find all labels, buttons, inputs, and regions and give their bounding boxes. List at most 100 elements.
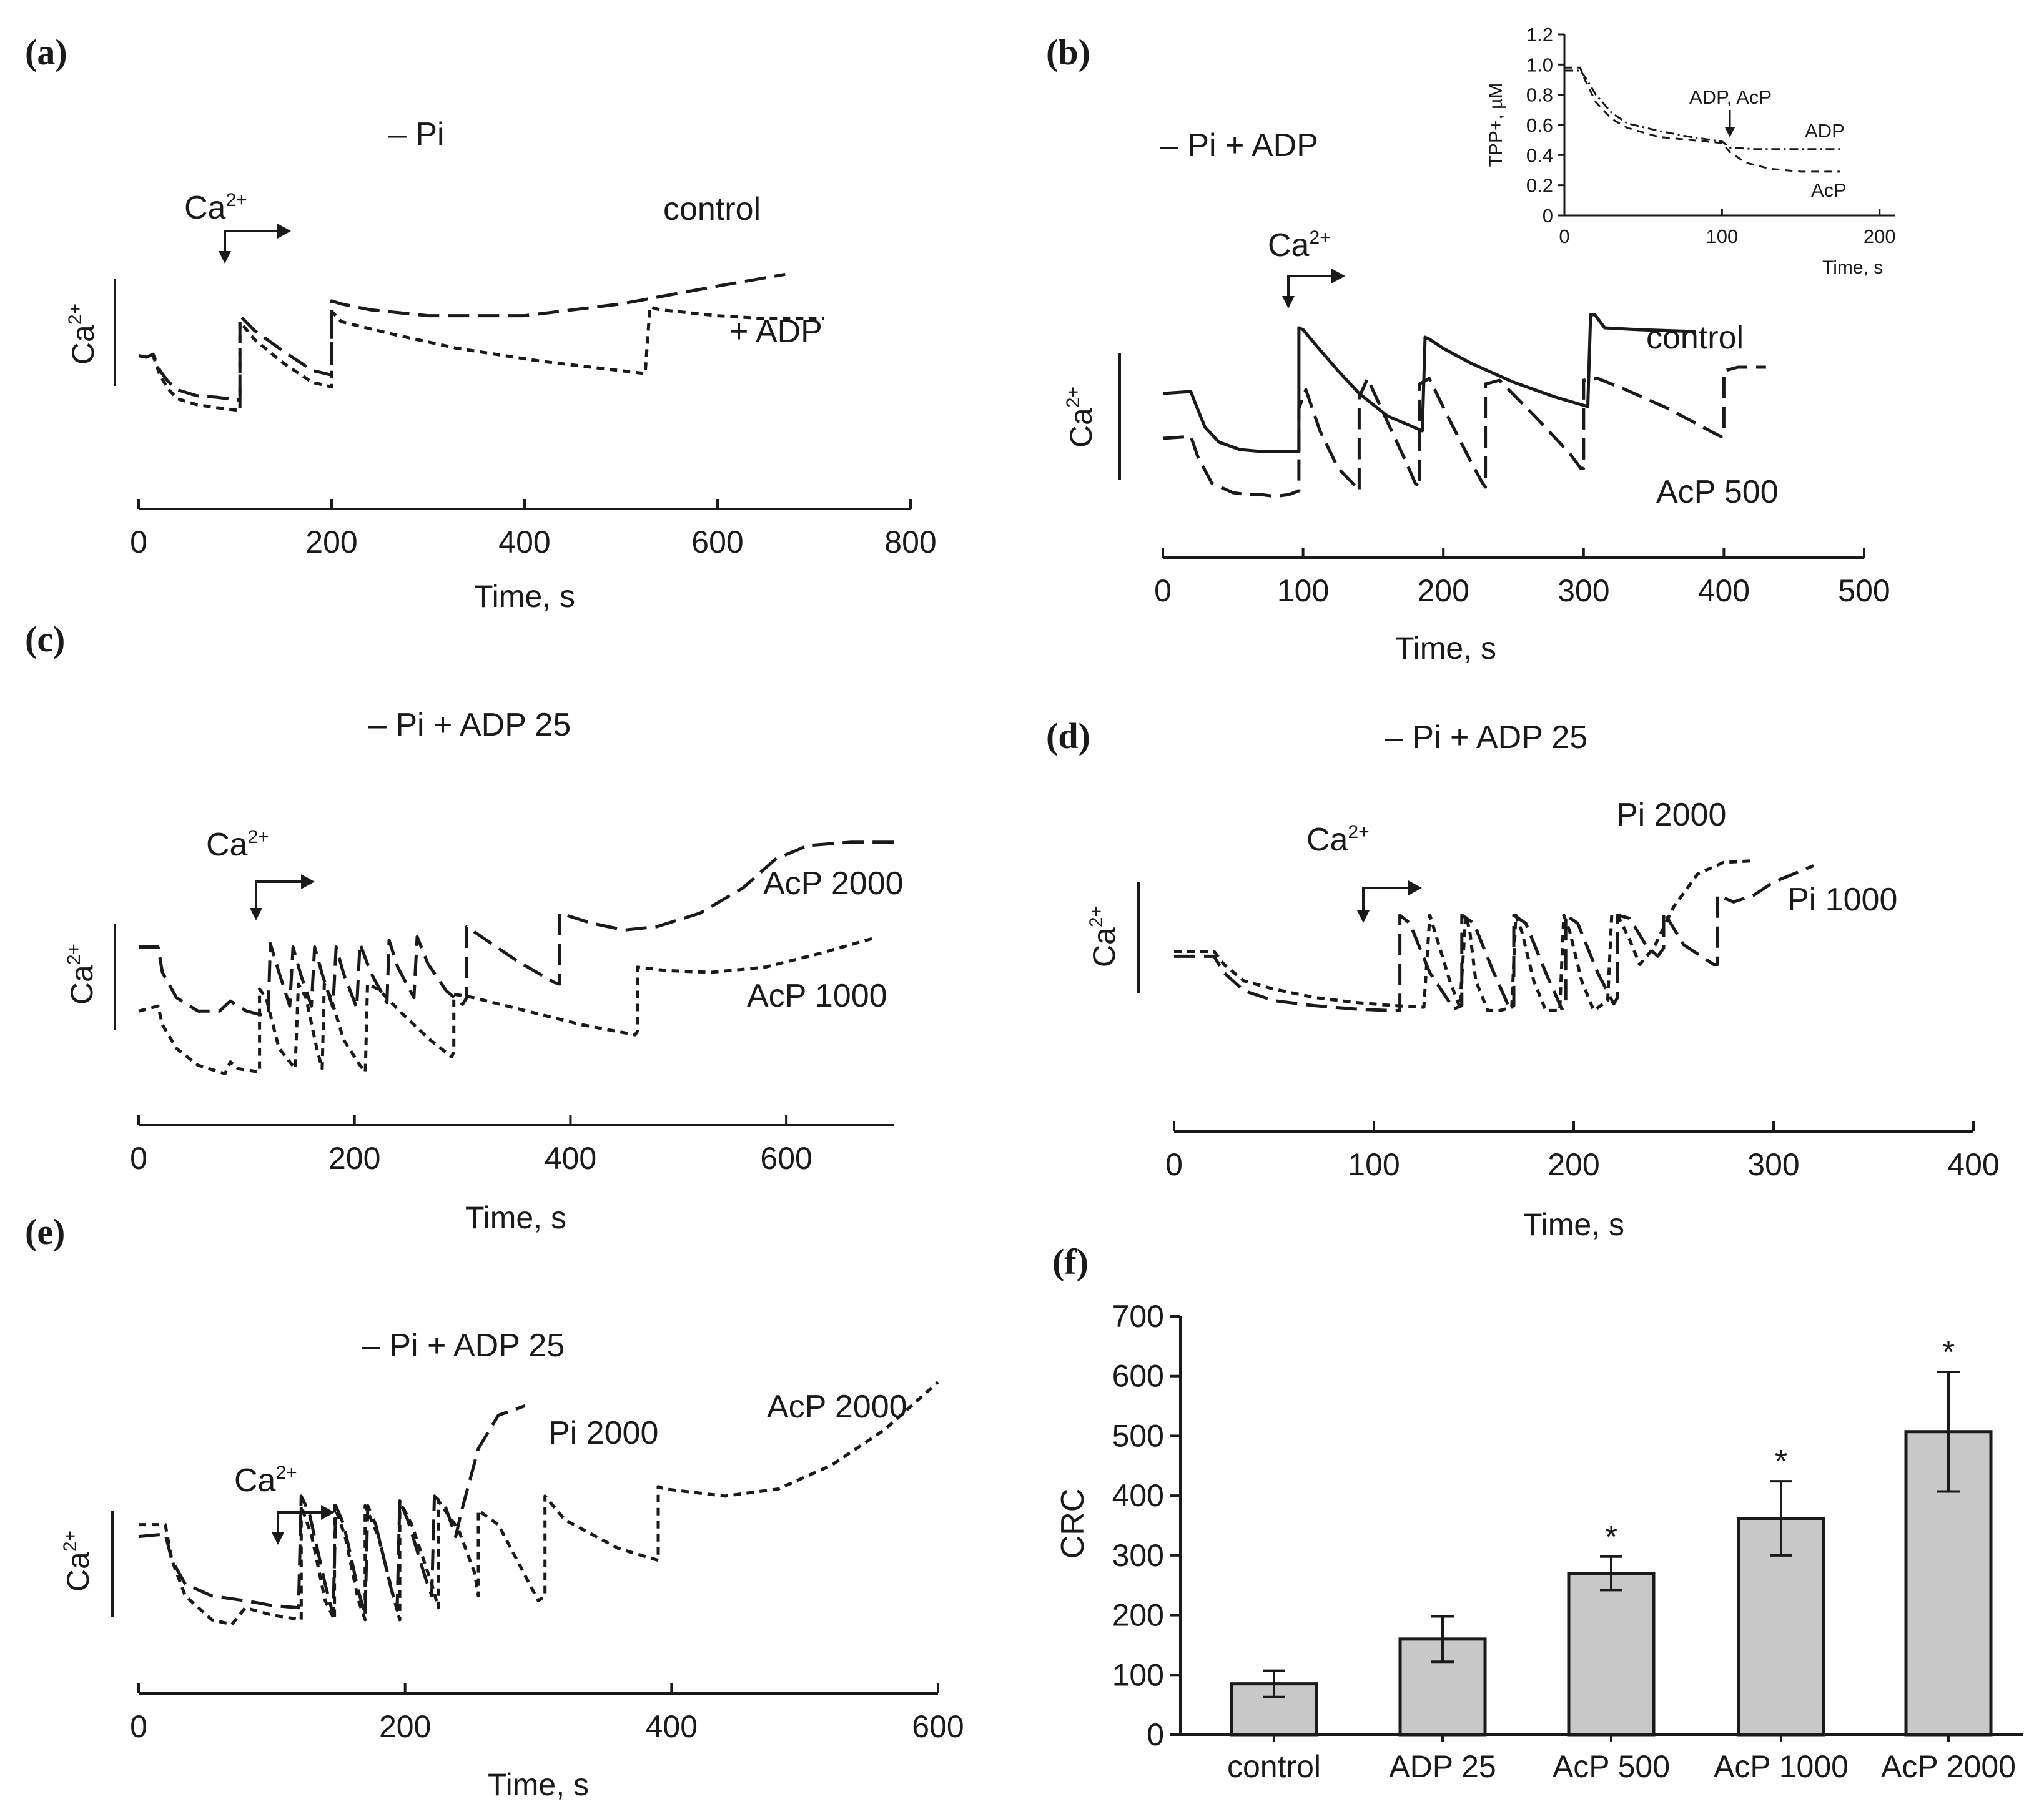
- x-tick-label: 0: [1154, 573, 1172, 608]
- x-tick-label: 300: [1558, 573, 1609, 608]
- panel-d-plot: [1174, 859, 1814, 1012]
- legend-acp1000-c: AcP 1000: [747, 978, 887, 1014]
- panel-c-ca-label: Ca2+: [206, 827, 269, 863]
- legend-acp500: AcP 500: [1656, 474, 1779, 510]
- panel-a-ca-arrow: Ca2+: [184, 190, 291, 264]
- series-pi-1000-line: [1174, 864, 1814, 1012]
- panel-a-label: (a): [25, 32, 67, 72]
- inset-legend-acp: AcP: [1811, 179, 1847, 201]
- y-tick-label: 500: [1112, 1418, 1164, 1453]
- inset-ylabel: TPP+, µM: [1486, 83, 1506, 167]
- panel-b-title: – Pi + ADP: [1160, 127, 1318, 164]
- series-pi-2000-line: [1174, 859, 1754, 1012]
- panel-f-y-ticks: 0 100 200 300 400 500 600 700: [1112, 1299, 1180, 1752]
- panel-a-xlabel: Time, s: [474, 579, 575, 614]
- panel-d-ca-arrow: Ca2+: [1306, 822, 1422, 923]
- panel-b-ca-label: Ca2+: [1268, 227, 1331, 264]
- panel-b-xlabel: Time, s: [1395, 631, 1496, 666]
- inset-y-tick-label: 0.8: [1526, 84, 1553, 106]
- panel-a-ylabel: Ca2+: [65, 303, 101, 365]
- series-pi-2000-line: [138, 1404, 526, 1617]
- panel-e-xlabel: Time, s: [488, 1767, 589, 1802]
- panel-f-ylabel: CRC: [1055, 1489, 1091, 1559]
- x-tick-label: 600: [691, 525, 743, 560]
- x-tick-label: 200: [1548, 1147, 1599, 1182]
- legend-pi2000-d: Pi 2000: [1616, 797, 1726, 833]
- panel-b-label: (b): [1046, 32, 1090, 72]
- x-tick-label: 400: [1947, 1147, 1999, 1182]
- panel-c-ca-arrow: Ca2+: [206, 827, 315, 920]
- legend-control: control: [663, 191, 761, 227]
- bar-acp-500: [1567, 1572, 1656, 1737]
- inset-annotation: ADP, AcP: [1689, 86, 1772, 108]
- panel-a: (a) – Pi Ca2+ 0 200 400 600 800 Time, s Ca2+…: [25, 32, 937, 614]
- category-label: control: [1227, 1749, 1321, 1784]
- panel-b-ca-arrow: Ca2+: [1268, 227, 1345, 308]
- y-tick-label: 700: [1112, 1299, 1164, 1334]
- inset-x-tick-label: 100: [1706, 225, 1739, 247]
- panel-e-title: – Pi + ADP 25: [362, 1328, 565, 1364]
- panel-a-plot: [138, 272, 824, 412]
- y-tick-label: 300: [1112, 1538, 1164, 1573]
- significance-marker: *: [1942, 1334, 1955, 1371]
- panel-d-ylabel: Ca2+: [1086, 906, 1122, 967]
- legend-pi1000-d: Pi 1000: [1787, 882, 1897, 918]
- panel-c-x-ticks: 0 200 400 600: [130, 1115, 812, 1176]
- panel-c-label: (c): [25, 619, 65, 659]
- legend-acp2000-e: AcP 2000: [767, 1389, 907, 1425]
- y-tick-label: 400: [1112, 1478, 1164, 1513]
- inset-y-tick-label: 0: [1543, 205, 1553, 227]
- panel-b-ylabel: Ca2+: [1063, 387, 1099, 448]
- inset-legend-adp: ADP: [1805, 120, 1845, 142]
- legend-pi2000-e: Pi 2000: [548, 1415, 658, 1451]
- panel-a-title: – Pi: [388, 116, 445, 152]
- panel-d-ca-label: Ca2+: [1306, 822, 1370, 858]
- panel-e-label: (e): [25, 1211, 65, 1252]
- panel-d-x-ticks: 0 100 200 300 400: [1165, 1121, 2000, 1182]
- x-tick-label: 500: [1838, 573, 1890, 608]
- series-acp-2000-line: [139, 840, 894, 1017]
- panel-c: (c) – Pi + ADP 25 Ca2+ 0 200 400 600 Time, …: [25, 619, 904, 1235]
- x-tick-label: 200: [1417, 573, 1469, 608]
- panel-d: (d) – Pi + ADP 25 Ca2+ 0 100 200 300 400 Tim…: [1046, 716, 2000, 1242]
- x-tick-label: 100: [1348, 1147, 1400, 1182]
- inset-series-acp-line: [1564, 66, 1840, 173]
- significance-marker: *: [1775, 1444, 1787, 1480]
- x-tick-label: 200: [379, 1709, 431, 1744]
- panel-d-xlabel: Time, s: [1523, 1207, 1624, 1242]
- x-tick-label: 0: [130, 1141, 147, 1176]
- x-tick-label: 0: [1165, 1147, 1183, 1182]
- significance-marker: *: [1605, 1519, 1617, 1555]
- panel-e: (e) – Pi + ADP 25 Ca2+ 0 200 400 600 Time, …: [25, 1211, 964, 1802]
- inset-y-tick-label: 0.2: [1526, 175, 1553, 197]
- panel-e-ca-arrow: Ca2+: [234, 1462, 335, 1545]
- x-tick-label: 200: [328, 1141, 380, 1176]
- legend-control-b: control: [1646, 320, 1744, 356]
- inset-x-tick-label: 200: [1864, 225, 1896, 247]
- x-tick-label: 600: [912, 1709, 964, 1744]
- panel-e-ca-label: Ca2+: [234, 1462, 297, 1499]
- inset-y-ticks: 0 0.2 0.4 0.6 0.8 1.0 1.2: [1526, 24, 1564, 227]
- panel-c-title: – Pi + ADP 25: [368, 707, 571, 743]
- series-acp-500-line: [1162, 365, 1766, 498]
- inset-series-adp-line: [1564, 69, 1840, 150]
- category-label: ADP 25: [1389, 1749, 1496, 1784]
- panel-f-label: (f): [1052, 1241, 1089, 1282]
- series-control-line: [1162, 313, 1696, 453]
- inset-y-tick-label: 0.4: [1526, 144, 1553, 166]
- panel-d-title: – Pi + ADP 25: [1385, 719, 1587, 756]
- series-acp-2000-line: [139, 1381, 939, 1626]
- x-tick-label: 400: [545, 1141, 596, 1176]
- category-label: AcP 500: [1553, 1749, 1670, 1784]
- x-tick-label: 0: [130, 525, 147, 560]
- legend-plus-adp: + ADP: [729, 313, 822, 350]
- panel-e-x-ticks: 0 200 400 600: [130, 1683, 964, 1744]
- x-tick-label: 100: [1277, 573, 1329, 608]
- panel-d-label: (d): [1046, 716, 1090, 756]
- panel-a-x-ticks: 0 200 400 600 800: [130, 499, 937, 560]
- inset-x-tick-label: 0: [1559, 225, 1569, 247]
- panel-c-ylabel: Ca2+: [64, 944, 99, 1005]
- panel-b-plot: [1162, 313, 1766, 498]
- panel-a-ca-label: Ca2+: [184, 190, 247, 226]
